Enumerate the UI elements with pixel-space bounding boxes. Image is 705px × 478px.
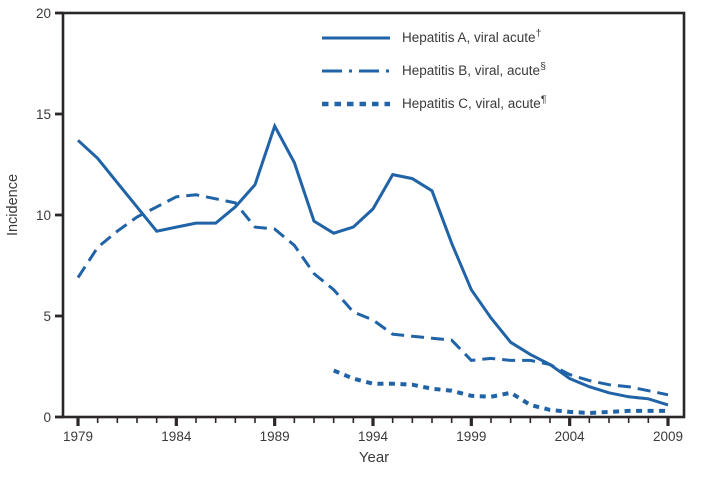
legend: Hepatitis A, viral acute† Hepatitis B, vi… <box>322 21 546 120</box>
legend-label-hepatitis-b: Hepatitis B, viral, acute§ <box>402 60 546 78</box>
x-tick-label: 1994 <box>358 429 389 444</box>
y-tick-label: 20 <box>36 6 51 21</box>
x-tick-label: 1999 <box>456 429 486 444</box>
series-line-hepatitis-c <box>332 368 668 416</box>
legend-footnote-symbol: ¶ <box>540 93 547 106</box>
legend-line-sample-solid-icon <box>322 36 390 39</box>
legend-line-sample-square-dot-icon <box>322 101 390 106</box>
legend-item-hepatitis-c: Hepatitis C, viral, acute¶ <box>322 87 546 120</box>
x-tick-label: 1984 <box>161 429 192 444</box>
y-axis-title: Incidence <box>5 173 21 237</box>
legend-footnote-symbol: § <box>540 60 546 73</box>
y-tick-label: 0 <box>43 410 51 425</box>
y-tick-label: 5 <box>43 309 51 324</box>
series-line-hepatitis-b <box>76 193 669 397</box>
legend-label-hepatitis-a: Hepatitis A, viral acute† <box>402 27 542 45</box>
x-tick-label: 1979 <box>63 429 93 444</box>
y-tick-label: 10 <box>36 208 51 223</box>
series-line-hepatitis-a <box>76 122 669 407</box>
x-tick-label: 2009 <box>653 429 683 444</box>
x-axis-title: Year <box>358 449 390 466</box>
y-tick-label: 15 <box>36 107 51 122</box>
legend-item-hepatitis-b: Hepatitis B, viral, acute§ <box>322 54 546 87</box>
x-tick-label: 1989 <box>260 429 290 444</box>
legend-label-hepatitis-c: Hepatitis C, viral, acute¶ <box>402 93 547 111</box>
legend-line-sample-long-dash-icon <box>322 69 390 72</box>
legend-footnote-symbol: † <box>535 27 542 40</box>
legend-item-hepatitis-a: Hepatitis A, viral acute† <box>322 21 546 54</box>
x-tick-label: 2004 <box>555 429 586 444</box>
